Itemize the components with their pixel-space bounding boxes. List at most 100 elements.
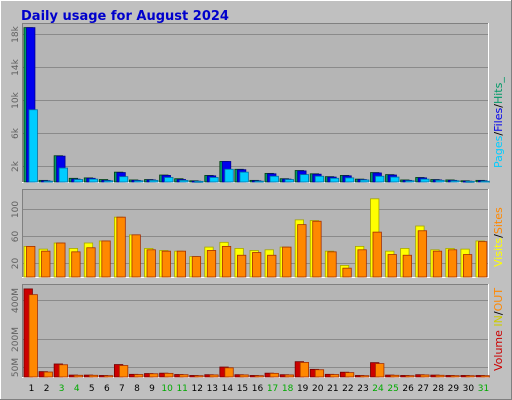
bar-sites-day-9 bbox=[146, 249, 156, 278]
panel-1: 2k 6k 10k 14k 18k bbox=[11, 23, 490, 183]
x-tick-day-29: 29 bbox=[448, 384, 460, 394]
x-tick-day-15: 15 bbox=[237, 384, 248, 394]
legend-bottom-part: Volume bbox=[492, 327, 505, 371]
panel-3: 50M 200M 400M bbox=[11, 284, 490, 378]
x-tick-day-9: 9 bbox=[149, 384, 155, 394]
bar-pages-day-3 bbox=[58, 167, 68, 183]
x-tick-day-5: 5 bbox=[89, 384, 95, 394]
y-tick-label: 200M bbox=[11, 327, 21, 352]
bar-pages-day-22 bbox=[344, 177, 355, 183]
x-tick-day-4: 4 bbox=[74, 384, 80, 394]
bar-out-day-24 bbox=[375, 363, 385, 378]
chart-panels: 2k 6k 10k 14k 18k 20 60 100 50M 200M 400M bbox=[11, 23, 490, 378]
bar-pages-day-7 bbox=[118, 176, 129, 183]
x-tick-day-19: 19 bbox=[297, 384, 309, 394]
bar-out-day-16 bbox=[254, 375, 264, 378]
bar-sites-day-7 bbox=[116, 216, 126, 278]
y-tick-label: 100 bbox=[11, 201, 21, 218]
bar-pages-day-29 bbox=[450, 180, 460, 183]
bar-out-day-23 bbox=[360, 375, 370, 378]
bar-pages-day-4 bbox=[73, 179, 84, 183]
bar-sites-day-11 bbox=[176, 250, 186, 278]
bar-out-day-2 bbox=[43, 371, 53, 378]
legend-bottom-part: OUT bbox=[492, 288, 505, 312]
bar-sites-day-8 bbox=[131, 234, 141, 278]
bar-sites-day-5 bbox=[86, 247, 96, 278]
bar-pages-day-31 bbox=[480, 180, 490, 183]
bar-sites-day-3 bbox=[56, 242, 66, 278]
legend-middle-part: Visits bbox=[492, 238, 505, 267]
bar-sites-day-19 bbox=[297, 224, 307, 278]
x-tick-day-27: 27 bbox=[417, 384, 428, 394]
bar-out-day-18 bbox=[284, 374, 294, 378]
bar-sites-day-10 bbox=[161, 250, 171, 278]
plot-area bbox=[22, 284, 489, 378]
x-tick-day-8: 8 bbox=[134, 384, 140, 394]
bar-out-day-6 bbox=[103, 375, 114, 378]
bar-pages-day-28 bbox=[435, 179, 445, 183]
bar-sites-day-30 bbox=[462, 254, 473, 278]
bar-pages-day-14 bbox=[224, 168, 234, 183]
y-tick-label: 6k bbox=[11, 127, 21, 139]
x-tick-day-11: 11 bbox=[176, 384, 187, 394]
panel-2: 20 60 100 bbox=[11, 189, 489, 278]
bar-out-day-31 bbox=[480, 375, 490, 378]
bar-pages-day-1 bbox=[28, 109, 38, 183]
bar-out-day-1 bbox=[28, 294, 38, 378]
bar-out-day-11 bbox=[179, 374, 189, 378]
x-tick-day-25: 25 bbox=[387, 384, 398, 394]
x-tick-day-22: 22 bbox=[342, 384, 353, 394]
y-tick-label: 20 bbox=[11, 258, 21, 270]
bar-pages-day-24 bbox=[375, 175, 385, 183]
bar-sites-day-21 bbox=[327, 251, 337, 278]
y-tick-label: 50M bbox=[11, 358, 21, 377]
bar-sites-day-12 bbox=[191, 256, 202, 278]
x-tick-day-1: 1 bbox=[29, 384, 35, 394]
bar-sites-day-27 bbox=[417, 230, 428, 278]
bar-out-day-28 bbox=[435, 374, 445, 378]
bar-out-day-21 bbox=[329, 374, 340, 378]
legend-top-part: Files bbox=[492, 107, 505, 131]
bar-out-day-4 bbox=[73, 374, 84, 378]
y-tick-label: 14k bbox=[11, 58, 21, 75]
bar-out-day-5 bbox=[88, 374, 99, 378]
bar-sites-day-22 bbox=[342, 267, 352, 278]
bar-sites-day-13 bbox=[206, 250, 217, 278]
bar-out-day-14 bbox=[224, 367, 234, 378]
bar-out-day-22 bbox=[344, 372, 355, 378]
bar-sites-day-16 bbox=[252, 252, 262, 278]
y-tick-label: 10k bbox=[11, 91, 21, 108]
x-tick-day-14: 14 bbox=[222, 384, 234, 394]
legend-pages-files-hits: Pages/Files/Hits_ bbox=[492, 77, 505, 168]
bar-out-day-15 bbox=[239, 374, 249, 378]
x-tick-day-21: 21 bbox=[327, 384, 338, 394]
bar-sites-day-25 bbox=[387, 254, 397, 278]
bar-sites-day-17 bbox=[267, 254, 277, 278]
bar-sites-day-14 bbox=[221, 245, 232, 278]
x-tick-day-24: 24 bbox=[372, 384, 384, 394]
bar-pages-day-10 bbox=[164, 177, 174, 183]
bar-sites-day-24 bbox=[372, 231, 382, 278]
bar-sites-day-4 bbox=[71, 251, 81, 278]
bar-pages-day-5 bbox=[88, 178, 99, 183]
legend-middle-part: / bbox=[492, 234, 505, 238]
bar-pages-day-6 bbox=[103, 180, 114, 183]
bar-sites-day-28 bbox=[432, 250, 443, 278]
bar-pages-day-23 bbox=[360, 179, 370, 183]
bar-sites-day-1 bbox=[26, 245, 36, 278]
bar-pages-day-30 bbox=[465, 180, 475, 183]
bar-pages-day-27 bbox=[420, 178, 430, 183]
x-tick-day-3: 3 bbox=[59, 384, 65, 394]
x-tick-day-20: 20 bbox=[312, 384, 324, 394]
bar-pages-day-20 bbox=[314, 175, 325, 183]
x-tick-day-10: 10 bbox=[161, 384, 173, 394]
bar-out-day-20 bbox=[314, 369, 325, 378]
bar-sites-day-2 bbox=[41, 250, 51, 278]
bar-pages-day-15 bbox=[239, 171, 249, 183]
bar-sites-day-23 bbox=[357, 249, 367, 278]
x-tick-day-30: 30 bbox=[463, 384, 475, 394]
x-tick-day-26: 26 bbox=[402, 384, 414, 394]
bar-sites-day-6 bbox=[101, 240, 111, 278]
legend-visits-sites: Visits/Sites bbox=[492, 207, 505, 267]
